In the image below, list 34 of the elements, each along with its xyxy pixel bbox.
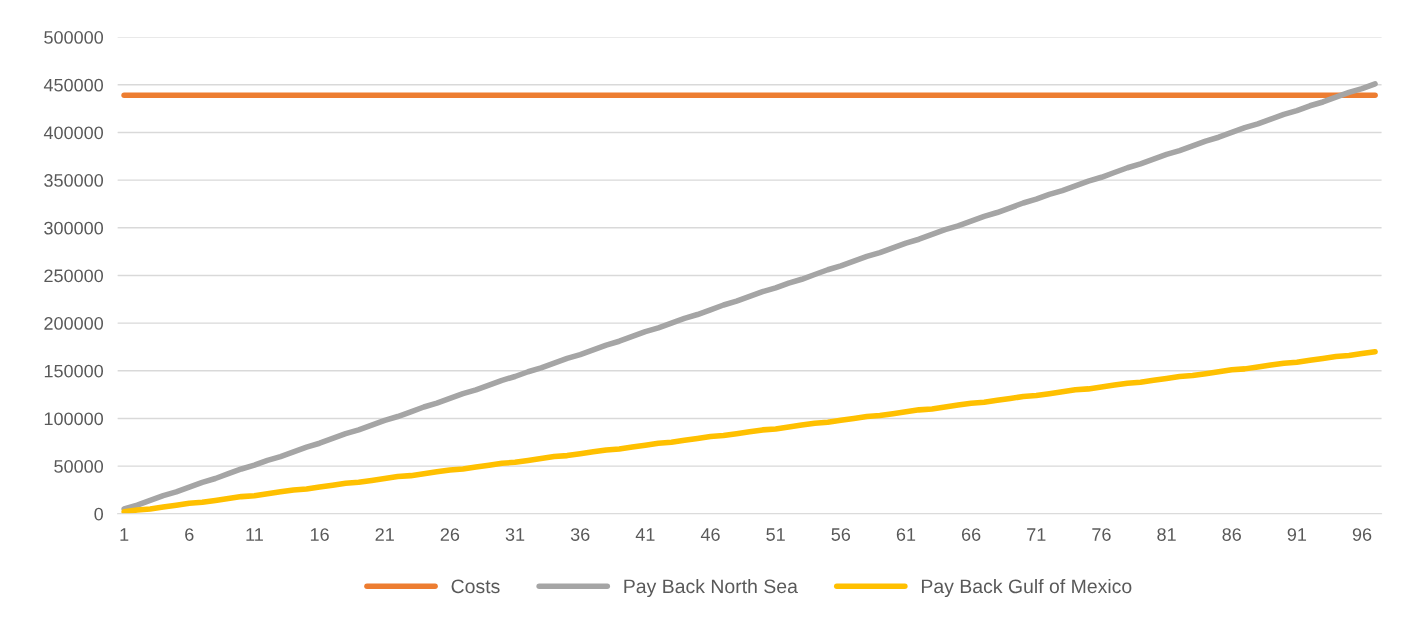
x-tick-label: 76: [1092, 528, 1111, 541]
x-tick-label: 21: [375, 528, 394, 541]
y-tick-label: 150000: [44, 364, 104, 378]
x-tick-label: 91: [1287, 528, 1307, 541]
x-tick-label: 1: [120, 528, 129, 541]
x-tick-label: 16: [310, 528, 329, 541]
x-tick-label: 41: [635, 528, 655, 541]
x-tick-label: 11: [246, 528, 263, 541]
y-tick-label: 450000: [43, 78, 104, 92]
y-tick-label: 250000: [44, 269, 104, 283]
x-tick-label: 6: [185, 528, 194, 541]
y-tick-label: 400000: [43, 126, 104, 140]
x-tick-label: 61: [896, 528, 916, 541]
x-tick-label: 86: [1222, 528, 1241, 541]
y-tick-label: 350000: [44, 174, 104, 187]
legend-label: Costs: [451, 579, 500, 594]
y-tick-label: 50000: [54, 460, 104, 473]
legend-label: Pay Back Gulf of Mexico: [921, 578, 1132, 598]
x-tick-label: 81: [1157, 528, 1176, 541]
x-tick-label: 46: [700, 528, 720, 541]
legend-label: Pay Back North Sea: [624, 578, 798, 598]
x-tick-label: 96: [1352, 528, 1372, 541]
x-tick-label: 71: [1027, 528, 1046, 541]
x-tick-label: 66: [961, 528, 981, 541]
x-tick-label: 56: [831, 528, 851, 541]
x-tick-label: 36: [570, 528, 590, 541]
x-tick-label: 51: [766, 528, 785, 541]
y-tick-label: 500000: [44, 31, 104, 44]
y-tick-label: 300000: [44, 221, 104, 235]
y-tick-label: 200000: [44, 317, 104, 330]
y-tick-label: 100000: [44, 412, 104, 426]
x-tick-label: 26: [440, 528, 460, 541]
x-tick-label: 31: [505, 528, 525, 541]
y-tick-label: 0: [94, 507, 104, 521]
